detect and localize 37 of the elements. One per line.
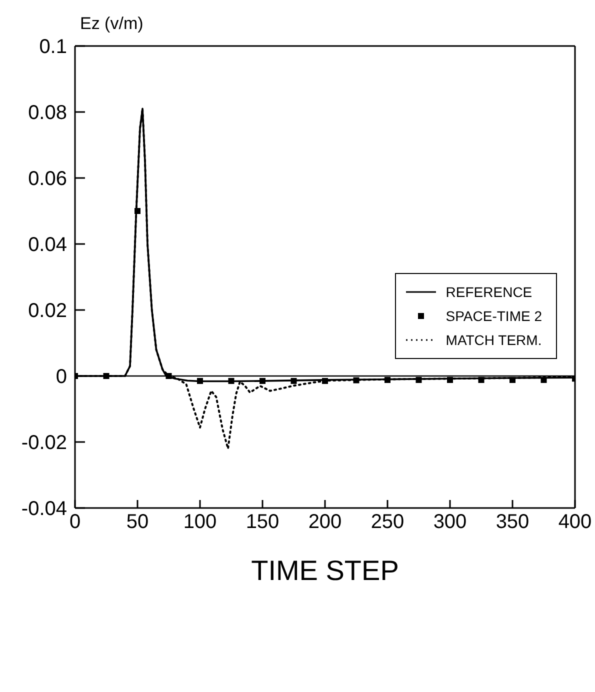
point <box>416 376 422 383</box>
point <box>228 378 234 384</box>
y-axis-title: Ez (v/m) <box>80 14 144 34</box>
y-tick-label: 0.1 <box>39 36 67 58</box>
point <box>353 377 360 384</box>
y-tick-label: -0.04 <box>21 498 67 520</box>
point <box>447 376 453 383</box>
point <box>322 378 328 384</box>
x-tick-label: 250 <box>370 511 404 534</box>
x-tick-label: 0 <box>69 511 81 534</box>
point <box>197 378 203 384</box>
y-tick-label: 0.06 <box>28 168 67 190</box>
x-tick-label: 50 <box>126 511 149 534</box>
x-tick-label: 150 <box>246 511 280 534</box>
y-tick-label: 0.08 <box>28 102 67 124</box>
point <box>134 208 140 214</box>
y-tick-label: 0.04 <box>28 234 67 256</box>
x-axis-title: TIME STEP <box>251 555 399 586</box>
point <box>166 373 172 379</box>
point <box>478 376 484 383</box>
x-tick-label: 350 <box>496 511 530 534</box>
legend-label: SPACE-TIME 2 <box>446 308 542 324</box>
x-tick-label: 400 <box>558 511 592 534</box>
x-tick-label: 300 <box>433 511 467 534</box>
legend-label: REFERENCE <box>446 284 532 300</box>
point <box>260 378 266 384</box>
point <box>290 378 297 384</box>
point <box>103 373 110 379</box>
y-tick-label: 0.02 <box>28 300 67 322</box>
point <box>540 376 547 383</box>
point <box>510 376 516 383</box>
x-tick-label: 200 <box>308 511 342 534</box>
point <box>384 376 390 383</box>
legend-label: MATCH TERM. <box>446 332 542 348</box>
y-tick-label: -0.02 <box>21 432 67 454</box>
x-tick-label: 100 <box>183 511 217 534</box>
y-tick-label: 0 <box>56 366 67 388</box>
